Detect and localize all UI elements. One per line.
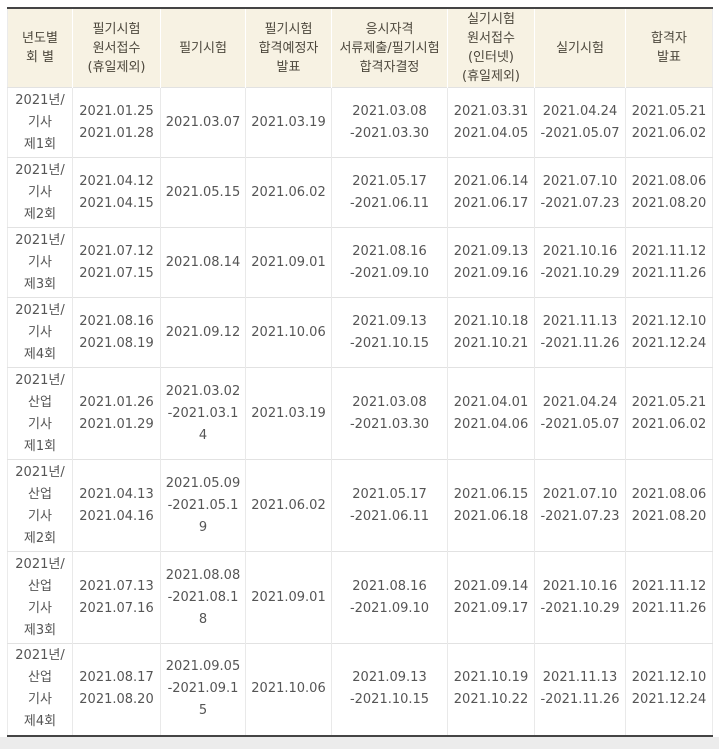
col-header-pass-announcement: 합격자 발표 [625,8,713,88]
table-body: 2021년/ 기사 제1회 2021.01.25 2021.01.28 2021… [7,87,713,736]
cell-practical-exam: 2021.04.24 -2021.05.07 [534,367,626,460]
cell-practical-exam: 2021.07.10 -2021.07.23 [534,459,626,552]
table-header: 년도별 회 별 필기시험 원서접수 (휴일제외) 필기시험 필기시험 합격예정자… [7,8,713,88]
table-row-sanup-gisa-3: 2021년/ 산업 기사 제3회 2021.07.13 2021.07.16 2… [7,551,713,644]
cell-written-application: 2021.07.13 2021.07.16 [72,551,161,644]
cell-document-submission-pass-decision: 2021.09.13 -2021.10.15 [331,297,448,368]
cell-pass-announcement: 2021.12.10 2021.12.24 [625,643,713,736]
cell-written-pass-candidate-announcement: 2021.10.06 [245,643,332,736]
table-row-sanup-gisa-2: 2021년/ 산업 기사 제2회 2021.04.13 2021.04.16 2… [7,459,713,552]
cell-pass-announcement: 2021.05.21 2021.06.02 [625,367,713,460]
cell-written-exam: 2021.03.02 -2021.03.14 [160,367,246,460]
cell-practical-exam: 2021.04.24 -2021.05.07 [534,87,626,158]
col-header-practical-application: 실기시험 원서접수 (인터넷) (휴일제외) [447,8,535,88]
table-row-gisa-4: 2021년/ 기사 제4회 2021.08.16 2021.08.19 2021… [7,297,713,368]
table-row-gisa-1: 2021년/ 기사 제1회 2021.01.25 2021.01.28 2021… [7,87,713,158]
col-header-practical-exam: 실기시험 [534,8,626,88]
cell-document-submission-pass-decision: 2021.08.16 -2021.09.10 [331,227,448,298]
cell-document-submission-pass-decision: 2021.03.08 -2021.03.30 [331,367,448,460]
cell-year-session: 2021년/ 기사 제4회 [7,297,73,368]
cell-written-application: 2021.01.25 2021.01.28 [72,87,161,158]
col-header-year-session: 년도별 회 별 [7,8,73,88]
cell-document-submission-pass-decision: 2021.03.08 -2021.03.30 [331,87,448,158]
page-bottom-strip [0,736,719,749]
exam-schedule-table: 년도별 회 별 필기시험 원서접수 (휴일제외) 필기시험 필기시험 합격예정자… [7,7,713,737]
cell-written-pass-candidate-announcement: 2021.03.19 [245,87,332,158]
cell-year-session: 2021년/ 산업 기사 제4회 [7,643,73,736]
cell-written-application: 2021.01.26 2021.01.29 [72,367,161,460]
cell-practical-application: 2021.03.31 2021.04.05 [447,87,535,158]
cell-pass-announcement: 2021.11.12 2021.11.26 [625,551,713,644]
table-row-gisa-3: 2021년/ 기사 제3회 2021.07.12 2021.07.15 2021… [7,227,713,298]
cell-written-pass-candidate-announcement: 2021.09.01 [245,551,332,644]
cell-document-submission-pass-decision: 2021.05.17 -2021.06.11 [331,459,448,552]
cell-practical-application: 2021.10.19 2021.10.22 [447,643,535,736]
cell-written-exam: 2021.03.07 [160,87,246,158]
cell-pass-announcement: 2021.05.21 2021.06.02 [625,87,713,158]
cell-pass-announcement: 2021.11.12 2021.11.26 [625,227,713,298]
cell-written-application: 2021.04.13 2021.04.16 [72,459,161,552]
cell-written-pass-candidate-announcement: 2021.10.06 [245,297,332,368]
cell-written-exam: 2021.08.14 [160,227,246,298]
cell-pass-announcement: 2021.08.06 2021.08.20 [625,157,713,228]
cell-year-session: 2021년/ 기사 제3회 [7,227,73,298]
cell-practical-application: 2021.10.18 2021.10.21 [447,297,535,368]
cell-written-exam: 2021.05.15 [160,157,246,228]
col-header-written-exam: 필기시험 [160,8,246,88]
cell-document-submission-pass-decision: 2021.09.13 -2021.10.15 [331,643,448,736]
cell-year-session: 2021년/ 산업 기사 제2회 [7,459,73,552]
cell-practical-exam: 2021.11.13 -2021.11.26 [534,297,626,368]
table-row-sanup-gisa-1: 2021년/ 산업 기사 제1회 2021.01.26 2021.01.29 2… [7,367,713,460]
cell-written-exam: 2021.05.09 -2021.05.19 [160,459,246,552]
cell-written-pass-candidate-announcement: 2021.06.02 [245,157,332,228]
cell-practical-exam: 2021.07.10 -2021.07.23 [534,157,626,228]
cell-written-application: 2021.04.12 2021.04.15 [72,157,161,228]
cell-written-application: 2021.08.16 2021.08.19 [72,297,161,368]
cell-practical-exam: 2021.10.16 -2021.10.29 [534,227,626,298]
cell-year-session: 2021년/ 기사 제1회 [7,87,73,158]
col-header-written-pass-candidate-announcement: 필기시험 합격예정자 발표 [245,8,332,88]
cell-practical-application: 2021.09.14 2021.09.17 [447,551,535,644]
cell-practical-application: 2021.09.13 2021.09.16 [447,227,535,298]
cell-practical-exam: 2021.11.13 -2021.11.26 [534,643,626,736]
table-row-gisa-2: 2021년/ 기사 제2회 2021.04.12 2021.04.15 2021… [7,157,713,228]
col-header-written-application: 필기시험 원서접수 (휴일제외) [72,8,161,88]
cell-written-application: 2021.07.12 2021.07.15 [72,227,161,298]
cell-practical-application: 2021.04.01 2021.04.06 [447,367,535,460]
cell-year-session: 2021년/ 산업 기사 제3회 [7,551,73,644]
cell-document-submission-pass-decision: 2021.05.17 -2021.06.11 [331,157,448,228]
cell-year-session: 2021년/ 기사 제2회 [7,157,73,228]
cell-written-exam: 2021.09.12 [160,297,246,368]
header-row: 년도별 회 별 필기시험 원서접수 (휴일제외) 필기시험 필기시험 합격예정자… [7,8,713,88]
cell-written-exam: 2021.08.08 -2021.08.18 [160,551,246,644]
cell-pass-announcement: 2021.08.06 2021.08.20 [625,459,713,552]
cell-practical-application: 2021.06.14 2021.06.17 [447,157,535,228]
cell-written-application: 2021.08.17 2021.08.20 [72,643,161,736]
cell-pass-announcement: 2021.12.10 2021.12.24 [625,297,713,368]
cell-written-exam: 2021.09.05 -2021.09.15 [160,643,246,736]
cell-document-submission-pass-decision: 2021.08.16 -2021.09.10 [331,551,448,644]
cell-written-pass-candidate-announcement: 2021.03.19 [245,367,332,460]
cell-practical-exam: 2021.10.16 -2021.10.29 [534,551,626,644]
col-header-document-submission-pass-decision: 응시자격 서류제출/필기시험 합격자결정 [331,8,448,88]
table-row-sanup-gisa-4: 2021년/ 산업 기사 제4회 2021.08.17 2021.08.20 2… [7,643,713,736]
cell-written-pass-candidate-announcement: 2021.09.01 [245,227,332,298]
cell-year-session: 2021년/ 산업 기사 제1회 [7,367,73,460]
cell-written-pass-candidate-announcement: 2021.06.02 [245,459,332,552]
cell-practical-application: 2021.06.15 2021.06.18 [447,459,535,552]
